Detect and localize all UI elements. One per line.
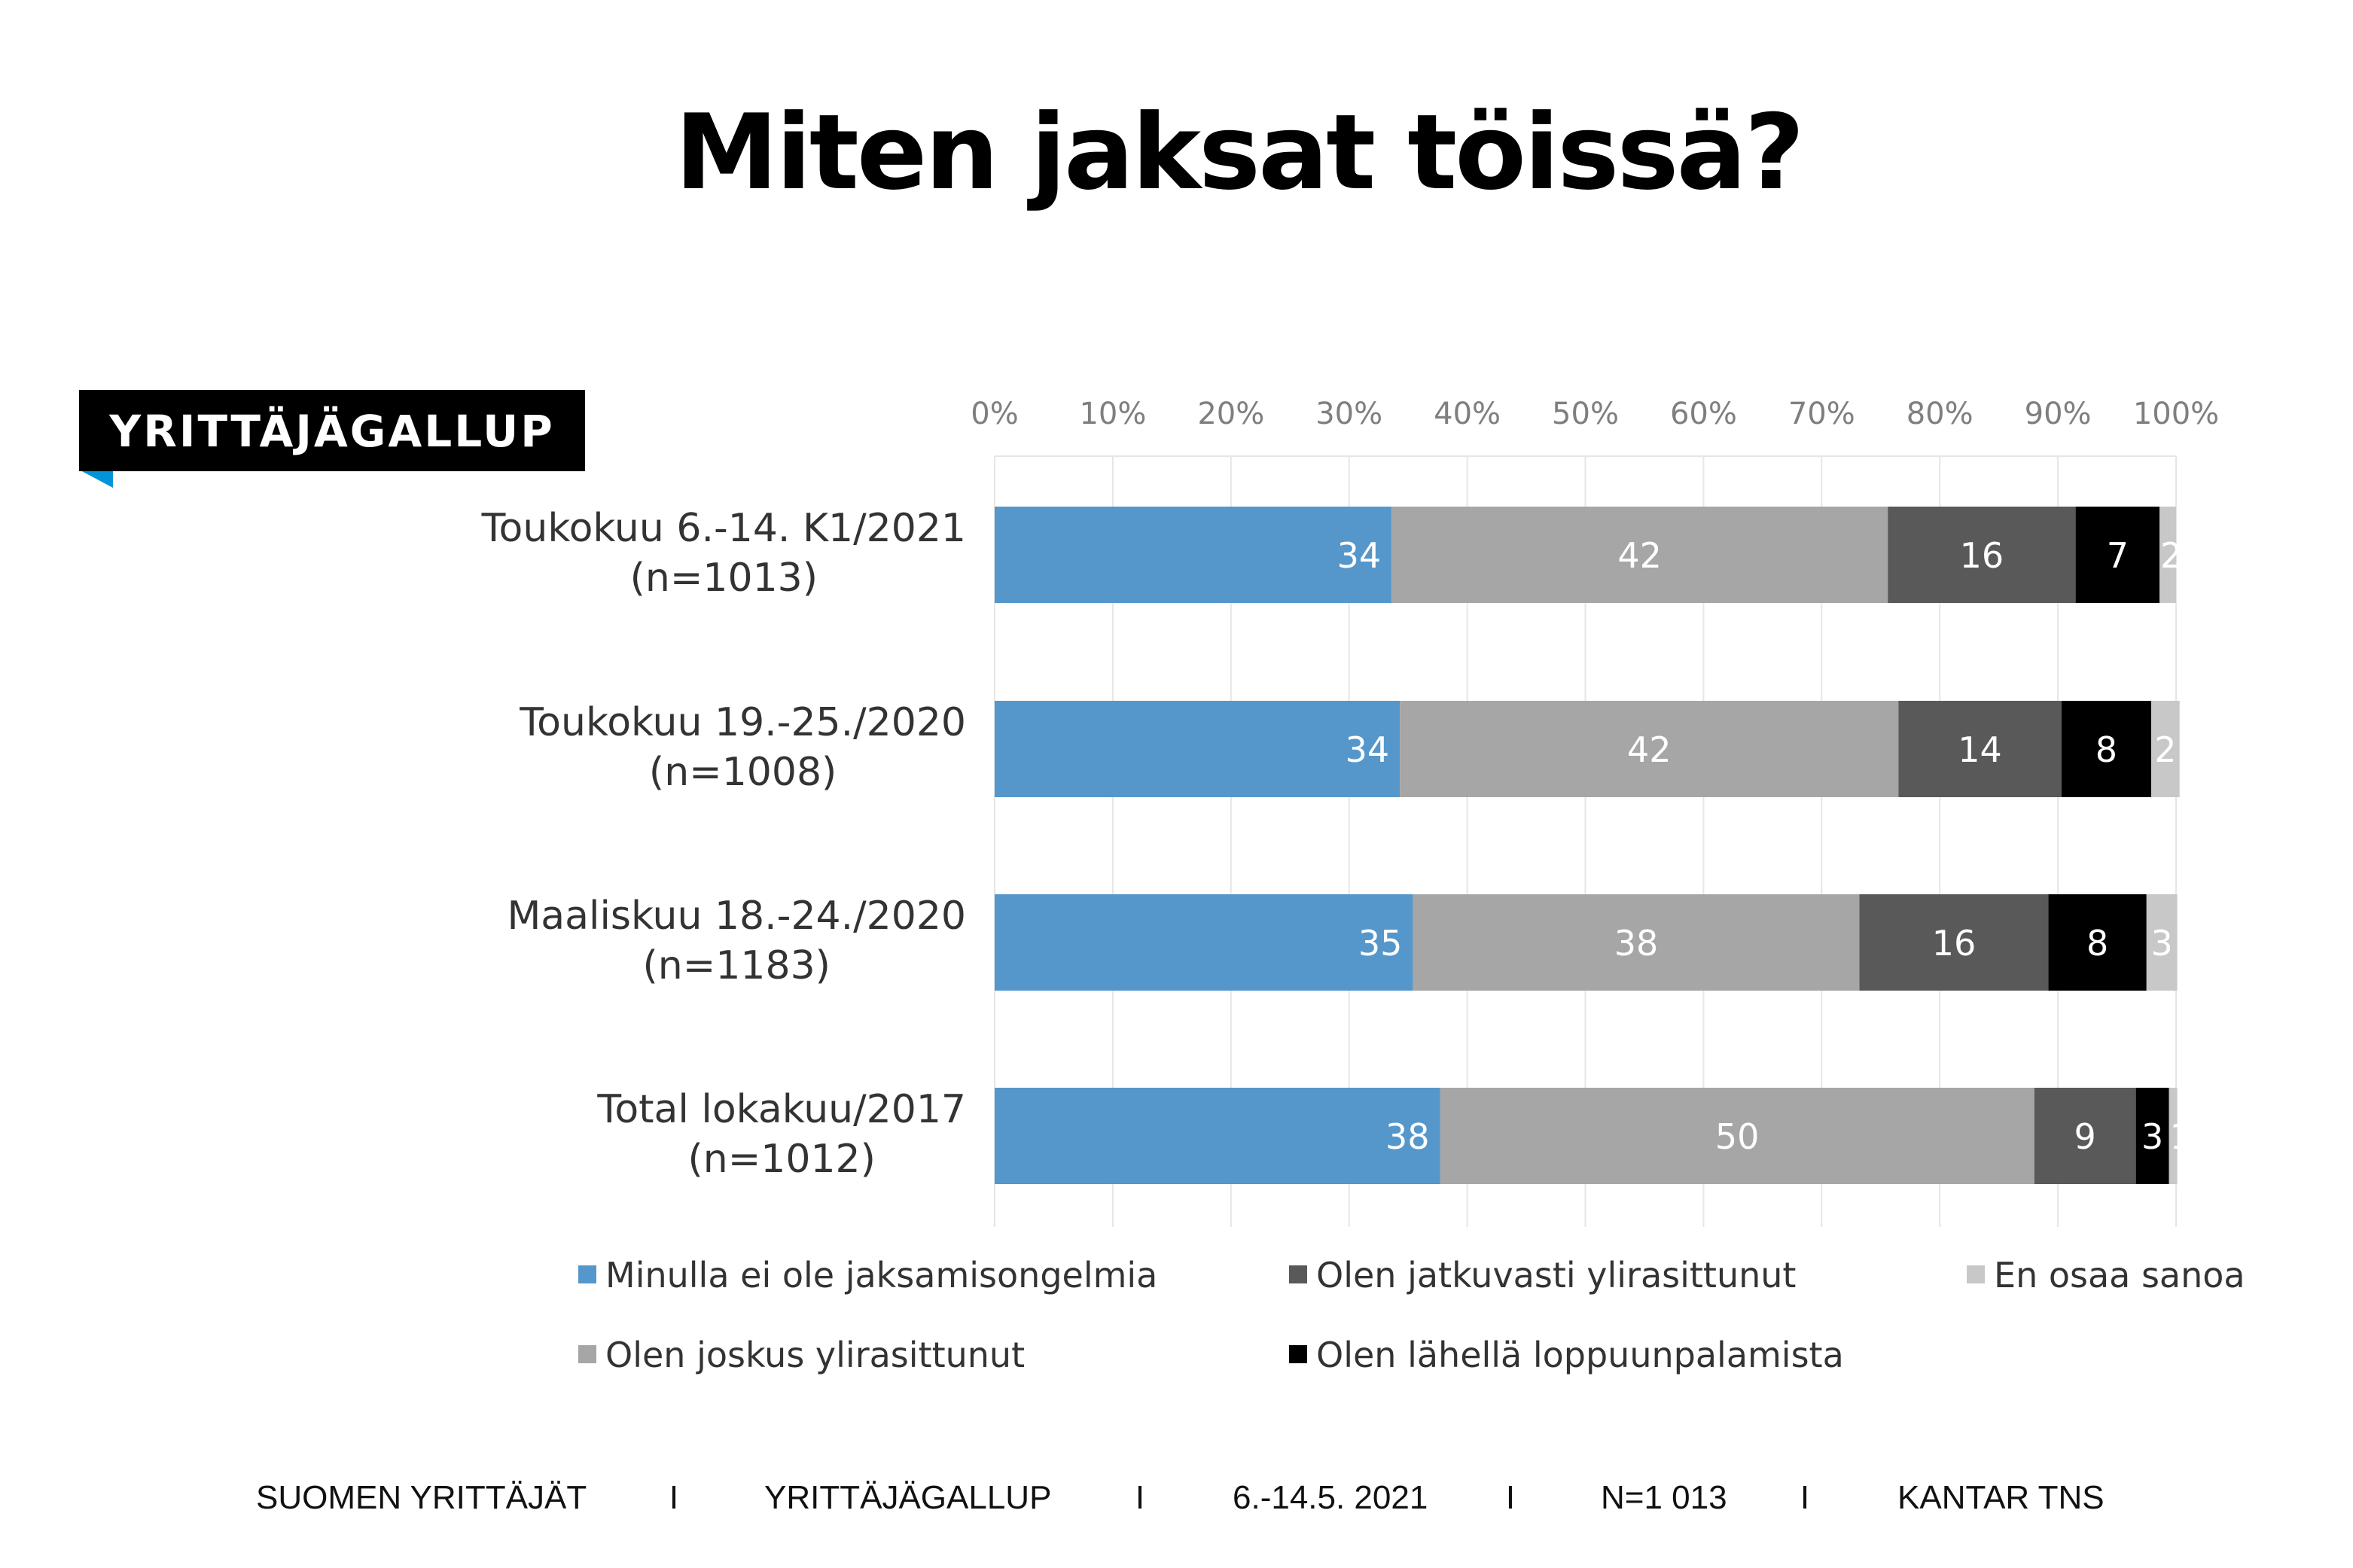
bar-segment-minulla-ei-ole-jaksamisongelmia bbox=[995, 894, 1413, 991]
chart-title: Miten jaksat töissä? bbox=[675, 92, 1803, 213]
bar-segment-minulla-ei-ole-jaksamisongelmia bbox=[995, 507, 1392, 603]
data-label: 1 bbox=[2170, 1116, 2192, 1157]
footer-separator: I bbox=[1506, 1479, 1515, 1516]
category-label-line: Toukokuu 6.-14. K1/2021 bbox=[481, 506, 966, 551]
x-tick-label: 0% bbox=[971, 397, 1018, 431]
data-label: 50 bbox=[1715, 1116, 1760, 1157]
legend: Minulla ei ole jaksamisongelmia Olen jatk… bbox=[578, 1255, 2245, 1375]
data-label: 42 bbox=[1617, 535, 1662, 576]
category-label-line: Toukokuu 19.-25./2020 bbox=[519, 700, 966, 745]
data-label: 38 bbox=[1385, 1116, 1430, 1157]
category-label-line: (n=1183) bbox=[643, 943, 831, 988]
legend-label: Olen lähellä loppuunpalamista bbox=[1316, 1335, 1844, 1375]
data-label: 34 bbox=[1337, 535, 1382, 576]
footer-item: SUOMEN YRITTÄJÄT bbox=[256, 1479, 587, 1516]
legend-item-en-osaa-sanoa: En osaa sanoa bbox=[1967, 1255, 2245, 1296]
category-label: Maaliskuu 18.-24./2020 (n=1183) bbox=[507, 894, 966, 988]
category-label-line: (n=1008) bbox=[649, 750, 837, 795]
legend-item-olen-jatkuvasti-ylirasittunut: Olen jatkuvasti ylirasittunut bbox=[1289, 1255, 1796, 1296]
x-tick-label: 60% bbox=[1670, 397, 1737, 431]
data-label: 42 bbox=[1627, 729, 1672, 770]
bar-segment-en-osaa-sanoa bbox=[2159, 507, 2176, 603]
data-label: 35 bbox=[1358, 923, 1403, 964]
bar-segment-olen-joskus-ylirasittunut bbox=[1400, 701, 1899, 797]
bar-segment-olen-lahella-loppuunpalamista bbox=[2075, 507, 2160, 603]
legend-swatch bbox=[1967, 1265, 1985, 1283]
x-tick-label: 40% bbox=[1434, 397, 1501, 431]
footer-item: 6.-14.5. 2021 bbox=[1233, 1479, 1428, 1516]
badge-label: YRITTÄJÄGALLUP bbox=[108, 405, 555, 457]
x-tick-label: 50% bbox=[1552, 397, 1619, 431]
category-label: Toukokuu 6.-14. K1/2021 (n=1013) bbox=[481, 506, 966, 601]
legend-swatch bbox=[578, 1265, 596, 1283]
bar-segment-olen-jatkuvasti-ylirasittunut bbox=[1859, 894, 2049, 991]
bar-segment-en-osaa-sanoa bbox=[2146, 894, 2178, 991]
x-tick-label: 30% bbox=[1315, 397, 1382, 431]
yrittajagallup-badge: YRITTÄJÄGALLUP bbox=[79, 390, 585, 488]
legend-swatch bbox=[578, 1345, 596, 1363]
bar-segment-minulla-ei-ole-jaksamisongelmia bbox=[995, 701, 1401, 797]
category-label: Total lokakuu/2017 (n=1012) bbox=[596, 1087, 966, 1182]
legend-label: En osaa sanoa bbox=[1994, 1255, 2245, 1296]
bar-segment-olen-jatkuvasti-ylirasittunut bbox=[1888, 507, 2076, 603]
legend-swatch bbox=[1289, 1345, 1307, 1363]
bar-segment-olen-joskus-ylirasittunut bbox=[1391, 507, 1888, 603]
badge-accent bbox=[79, 470, 113, 488]
bar-segment-olen-joskus-ylirasittunut bbox=[1440, 1088, 2034, 1184]
legend-item-minulla-ei-ole-jaksamisongelmia: Minulla ei ole jaksamisongelmia bbox=[578, 1255, 1157, 1296]
footer-item: KANTAR TNS bbox=[1897, 1479, 2105, 1516]
badge-background bbox=[79, 390, 585, 471]
legend-item-olen-lahella-loppuunpalamista: Olen lähellä loppuunpalamista bbox=[1289, 1335, 1844, 1375]
legend-swatch bbox=[1289, 1265, 1307, 1283]
data-label: 9 bbox=[2074, 1116, 2096, 1157]
footer-separator: I bbox=[1135, 1479, 1144, 1516]
data-label: 2 bbox=[2160, 535, 2182, 576]
category-label-line: (n=1012) bbox=[687, 1137, 875, 1182]
bars: 34 42 16 7 234 42 14 8 235 38 16 8 338 50 9 3 1 bbox=[995, 507, 2192, 1184]
data-label: 3 bbox=[2141, 1116, 2163, 1157]
data-label: 16 bbox=[1960, 535, 2004, 576]
data-label: 38 bbox=[1614, 923, 1659, 964]
data-label: 16 bbox=[1932, 923, 1977, 964]
category-label-line: Total lokakuu/2017 bbox=[596, 1087, 966, 1132]
bar-segment-olen-jatkuvasti-ylirasittunut bbox=[2034, 1088, 2136, 1184]
bar-segment-en-osaa-sanoa bbox=[2151, 701, 2180, 797]
data-label: 2 bbox=[2154, 729, 2176, 770]
bar-segment-olen-lahella-loppuunpalamista bbox=[2061, 701, 2152, 797]
x-axis-ticks: 0% 10% 20% 30% 40% 50% 60% 70% 80% 90% 100% bbox=[971, 397, 2219, 431]
legend-label: Olen joskus ylirasittunut bbox=[605, 1335, 1025, 1375]
data-label: 14 bbox=[1958, 729, 2002, 770]
category-label-line: (n=1013) bbox=[630, 556, 818, 601]
bar-segment-olen-lahella-loppuunpalamista bbox=[2048, 894, 2147, 991]
footer-separator: I bbox=[1800, 1479, 1809, 1516]
category-label-line: Maaliskuu 18.-24./2020 bbox=[507, 894, 966, 939]
data-label: 7 bbox=[2107, 535, 2129, 576]
footer-separator: I bbox=[669, 1479, 678, 1516]
x-tick-label: 90% bbox=[2025, 397, 2092, 431]
category-labels: Toukokuu 6.-14. K1/2021 (n=1013)Toukokuu … bbox=[481, 506, 966, 1182]
category-label: Toukokuu 19.-25./2020 (n=1008) bbox=[519, 700, 966, 795]
data-label: 8 bbox=[2095, 729, 2117, 770]
legend-label: Minulla ei ole jaksamisongelmia bbox=[605, 1255, 1157, 1296]
bar-segment-olen-lahella-loppuunpalamista bbox=[2135, 1088, 2169, 1184]
x-tick-label: 70% bbox=[1788, 397, 1855, 431]
data-label: 3 bbox=[2151, 923, 2173, 964]
bar-segment-minulla-ei-ole-jaksamisongelmia bbox=[995, 1088, 1440, 1184]
bar-segment-olen-joskus-ylirasittunut bbox=[1413, 894, 1860, 991]
data-label: 8 bbox=[2086, 923, 2108, 964]
footer-item: YRITTÄJÄGALLUP bbox=[764, 1479, 1051, 1516]
data-label: 34 bbox=[1346, 729, 1390, 770]
x-tick-label: 10% bbox=[1079, 397, 1146, 431]
x-tick-label: 100% bbox=[2133, 397, 2219, 431]
bar-segment-olen-jatkuvasti-ylirasittunut bbox=[1898, 701, 2062, 797]
x-tick-label: 20% bbox=[1197, 397, 1264, 431]
legend-label: Olen jatkuvasti ylirasittunut bbox=[1316, 1255, 1796, 1296]
bar-segment-en-osaa-sanoa bbox=[2169, 1088, 2178, 1184]
footer-item: N=1 013 bbox=[1601, 1479, 1727, 1516]
x-tick-label: 80% bbox=[1906, 397, 1974, 431]
footer: SUOMEN YRITTÄJÄT YRITTÄJÄGALLUP 6.-14.5. 2… bbox=[256, 1479, 2105, 1516]
legend-item-olen-joskus-ylirasittunut: Olen joskus ylirasittunut bbox=[578, 1335, 1025, 1375]
